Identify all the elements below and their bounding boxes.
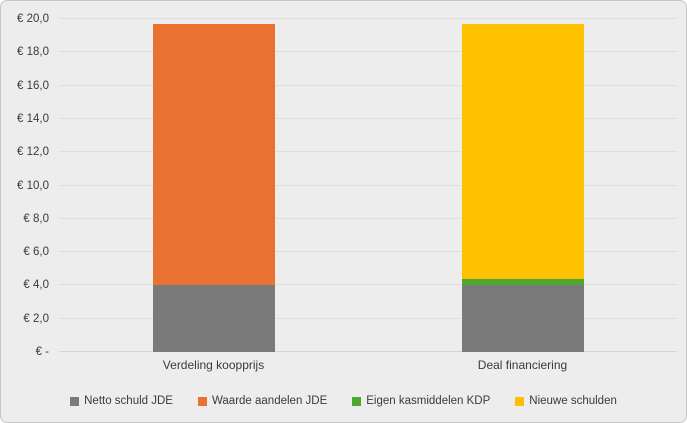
gridline bbox=[59, 84, 677, 86]
legend-item: Eigen kasmiddelen KDP bbox=[352, 395, 490, 407]
gridline bbox=[59, 18, 677, 19]
legend-label: Netto schuld JDE bbox=[84, 395, 173, 407]
legend-item: Waarde aandelen JDE bbox=[197, 395, 328, 407]
legend-swatch-icon bbox=[70, 396, 80, 406]
x-axis-line bbox=[59, 351, 677, 352]
bar-segment bbox=[152, 285, 275, 352]
gridline bbox=[59, 251, 677, 253]
bar-segment bbox=[461, 285, 584, 352]
y-tick-label: € 8,0 bbox=[23, 212, 49, 225]
legend-swatch-icon bbox=[197, 396, 207, 406]
y-tick-label: € - bbox=[35, 346, 49, 358]
gridline bbox=[59, 151, 677, 153]
legend-label: Waarde aandelen JDE bbox=[211, 395, 328, 407]
bar-segment bbox=[461, 24, 584, 279]
y-tick-label: € 4,0 bbox=[23, 279, 49, 292]
bar-1 bbox=[152, 24, 275, 352]
legend-item: Nieuwe schulden bbox=[515, 395, 617, 407]
gridline bbox=[59, 284, 677, 286]
y-tick-label: € 18,0 bbox=[17, 46, 49, 59]
category-label: Verdeling koopprijs bbox=[162, 358, 265, 372]
y-tick-label: € 6,0 bbox=[23, 246, 49, 259]
category-label: Deal financiering bbox=[477, 358, 568, 372]
bar-segment bbox=[152, 24, 275, 286]
legend-swatch-icon bbox=[515, 396, 525, 406]
legend-swatch-icon bbox=[352, 396, 362, 406]
y-tick-label: € 10,0 bbox=[17, 179, 49, 192]
y-tick-label: € 12,0 bbox=[17, 146, 49, 159]
y-tick-label: € 2,0 bbox=[23, 312, 49, 325]
gridline bbox=[59, 317, 677, 319]
bar-segment bbox=[461, 278, 584, 286]
legend-label: Nieuwe schulden bbox=[529, 395, 617, 407]
y-tick-label: € 20,0 bbox=[17, 13, 49, 25]
y-tick-label: € 14,0 bbox=[17, 112, 49, 125]
legend-item: Netto schuld JDE bbox=[70, 395, 173, 407]
gridline bbox=[59, 184, 677, 186]
gridline bbox=[59, 117, 677, 119]
gridline bbox=[59, 217, 677, 219]
y-tick-label: € 16,0 bbox=[17, 79, 49, 92]
gridline bbox=[59, 51, 677, 53]
legend-label: Eigen kasmiddelen KDP bbox=[366, 395, 491, 407]
bar-2 bbox=[461, 24, 584, 352]
legend: Netto schuld JDE Waarde aandelen JDE Eigen… bbox=[1, 392, 686, 410]
plot-area bbox=[59, 18, 677, 352]
